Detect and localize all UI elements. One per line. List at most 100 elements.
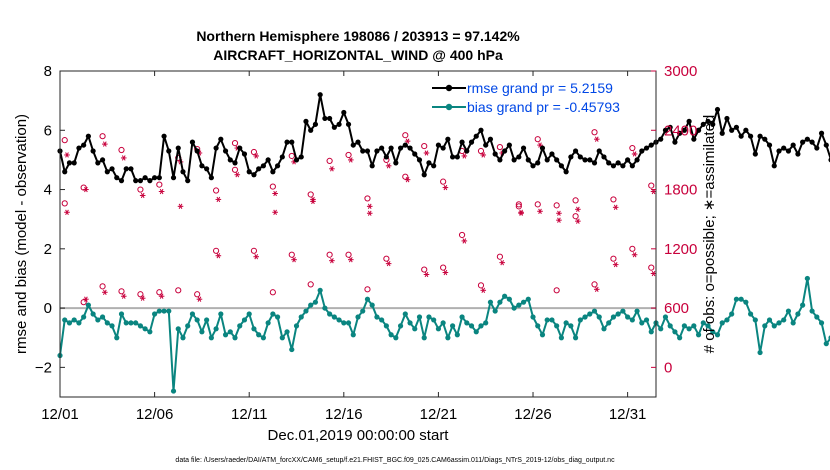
bias-point [232, 335, 238, 341]
bias-point [327, 311, 333, 317]
rmse-point [407, 145, 413, 151]
assimilated-obs-marker [612, 204, 619, 211]
bias-point [331, 314, 337, 320]
rmse-point [695, 127, 702, 133]
rmse-point [170, 175, 177, 181]
assimilated-obs-marker [442, 269, 449, 276]
assimilated-obs-marker [442, 184, 449, 191]
assimilated-star-stroke [576, 218, 580, 224]
bias-point [724, 317, 730, 323]
bias-point [265, 320, 271, 326]
rmse-point [719, 130, 725, 136]
bias-point [222, 332, 229, 338]
assimilated-star-stroke [159, 293, 164, 299]
assimilated-obs-marker [480, 287, 487, 293]
assimilated-obs-marker [612, 261, 619, 268]
assimilated-obs-marker [64, 209, 70, 215]
possible-obs-marker [534, 136, 541, 143]
assimilated-star-stroke [367, 210, 372, 216]
left-axis-label: rmse and bias (model - observation) [13, 114, 30, 354]
rmse-point [402, 142, 408, 148]
possible-obs-marker [231, 166, 239, 173]
assimilated-obs-marker [423, 150, 430, 156]
legend-rmse-label: rmse grand pr = 5.2159 [467, 80, 613, 96]
assimilated-star-stroke [216, 196, 221, 203]
rmse-point [530, 163, 536, 169]
rmse-point [90, 148, 96, 154]
bias-point [790, 320, 796, 326]
bias-point [180, 335, 186, 341]
left-axis: −2 0 2 4 6 8 [35, 63, 65, 376]
bias-point [336, 317, 342, 323]
rmse-point [587, 157, 593, 163]
assimilated-obs-marker [366, 210, 373, 216]
possible-obs-marker [458, 231, 466, 239]
rmse-point [274, 163, 281, 169]
possible-obs-marker [345, 151, 352, 159]
bias-point [246, 311, 252, 317]
rmse-point [435, 142, 442, 148]
assimilated-star-stroke [254, 153, 259, 159]
assimilated-star-stroke [348, 157, 353, 163]
rmse-point [331, 124, 337, 130]
bias-point [667, 323, 673, 329]
possible-obs-marker [156, 181, 163, 188]
assimilated-obs-marker [499, 259, 505, 266]
rmse-point [227, 157, 233, 163]
bias-point [582, 314, 588, 320]
possible-obs-marker [402, 132, 409, 139]
rmse-point [662, 127, 669, 133]
rmse-point [554, 157, 560, 163]
possible-obs-marker [118, 288, 125, 295]
rmse-point [681, 127, 687, 133]
possible-obs-marker [477, 282, 485, 289]
bias-point [535, 323, 541, 329]
legend-bias-label: bias grand pr = -0.45793 [467, 99, 620, 115]
assimilated-star-stroke [386, 260, 391, 267]
bias-point [402, 311, 408, 317]
assimilated-star-stroke [103, 289, 107, 295]
bias-point [109, 323, 115, 329]
possible-obs-marker [364, 286, 371, 293]
rmse-point [610, 163, 617, 169]
bias-point [355, 314, 361, 320]
rmse-point [265, 157, 271, 163]
assimilated-star-stroke [197, 296, 202, 302]
right-axis: 0 600 1200 1800 2400 3000 [651, 63, 697, 376]
bias-point [459, 314, 465, 320]
assimilated-obs-marker [348, 157, 354, 163]
rmse-point [114, 175, 120, 181]
bias-point [502, 293, 508, 299]
assimilated-obs-marker [291, 257, 297, 263]
bias-point [147, 329, 153, 335]
rmse-point [412, 151, 418, 157]
bias-point [525, 296, 531, 302]
rmse-point [757, 133, 763, 139]
bias-point [643, 317, 650, 323]
assimilated-star-stroke [216, 253, 221, 259]
rmse-point [738, 133, 744, 139]
rmse-point [714, 106, 721, 113]
assimilated-star-stroke [462, 238, 467, 244]
bias-point [284, 329, 290, 335]
possible-obs-marker [440, 264, 447, 271]
possible-obs-marker [326, 157, 333, 164]
bias-point [76, 320, 82, 326]
possible-obs-marker [515, 203, 522, 210]
assimilated-star-stroke [386, 163, 391, 169]
bias-point [341, 320, 347, 326]
rmse-point [473, 133, 479, 139]
bias-point [625, 314, 631, 320]
bias-point [241, 317, 248, 323]
rmse-point [582, 157, 588, 163]
rmse-point [185, 178, 191, 184]
bias-point [511, 305, 517, 311]
assimilated-obs-marker [404, 176, 411, 183]
assimilated-star-stroke [481, 152, 486, 158]
assimilated-star-stroke [65, 209, 69, 215]
rmse-point [237, 145, 243, 151]
bias-point [170, 388, 177, 394]
bias-point [85, 302, 91, 308]
rmse-point [823, 142, 829, 148]
possible-obs-marker [307, 281, 314, 288]
